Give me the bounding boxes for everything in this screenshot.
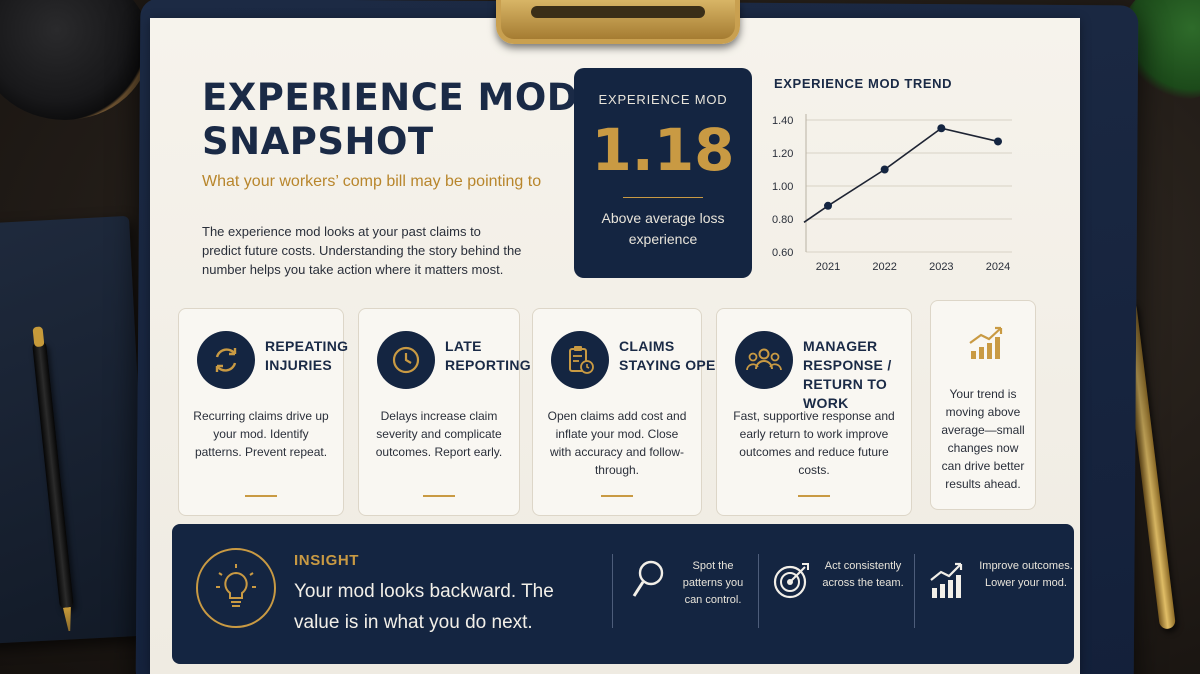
card-title: CLAIMS STAYING OPEN — [619, 338, 727, 373]
page-subtitle: What your workers’ comp bill may be poin… — [202, 173, 542, 190]
card-accent — [601, 495, 633, 497]
card-accent — [423, 495, 455, 497]
trend-chart: 1.40 1.20 1.00 0.80 0.60 2021 2022 2023 2024 — [772, 114, 1012, 273]
clock-icon — [377, 331, 435, 389]
trend-series-line — [803, 127, 999, 223]
coffee-mug — [0, 0, 150, 120]
insight-banner: INSIGHT Your mod looks backward. The val… — [172, 524, 1074, 664]
card-claims-staying-open: CLAIMS STAYING OPEN Open claims add cost… — [532, 308, 726, 516]
insight-item-text: Act consistently across the team. — [822, 560, 904, 589]
insight-divider — [758, 554, 759, 628]
insight-item-act-consistently: Act consistently across the team. — [772, 558, 906, 602]
title-line-2: SNAPSHOT — [202, 120, 434, 163]
notebook — [0, 215, 151, 645]
trend-point — [937, 124, 946, 133]
card-body: Delays increase claim severity and compl… — [375, 409, 503, 459]
mod-description: Above average loss experience — [601, 210, 725, 247]
page-title: EXPERIENCE MOD SNAPSHOT — [202, 76, 592, 164]
y-tick-label: 1.20 — [772, 148, 793, 160]
insight-label: INSIGHT — [294, 552, 360, 569]
mod-label: EXPERIENCE MOD — [598, 92, 728, 107]
bar-chart-up-icon — [967, 323, 1007, 368]
y-tick-label: 0.80 — [772, 214, 793, 226]
x-tick-label: 2022 — [872, 261, 896, 273]
experience-mod-card: EXPERIENCE MOD 1.18 Above average loss e… — [574, 68, 752, 278]
card-repeating-injuries: REPEATING INJURIES Recurring claims driv… — [178, 308, 348, 516]
card-body: Your trend is moving above average—small… — [941, 387, 1025, 491]
card-body: Recurring claims drive up your mod. Iden… — [193, 409, 329, 459]
card-accent — [798, 495, 830, 497]
insight-item-text: Spot the patterns you can control. — [682, 560, 744, 606]
clipboard-clip — [496, 0, 740, 44]
insight-item-spot-patterns: Spot the patterns you can control. — [630, 558, 748, 609]
card-late-reporting: LATE REPORTING Delays increase claim sev… — [358, 308, 531, 516]
y-tick-label: 0.60 — [772, 247, 793, 259]
trend-title: EXPERIENCE MOD TREND — [774, 76, 953, 91]
card-trend-note: Your trend is moving above average—small… — [930, 300, 1036, 510]
factor-cards: REPEATING INJURIES Recurring claims driv… — [178, 300, 1038, 518]
y-tick-label: 1.40 — [772, 115, 793, 127]
card-body: Open claims add cost and inflate your mo… — [547, 409, 687, 477]
card-manager-response: MANAGER RESPONSE / RETURN TO WORK Fast, … — [716, 308, 912, 516]
lightbulb-icon — [196, 548, 276, 628]
growth-chart-icon — [928, 558, 966, 602]
insight-divider — [914, 554, 915, 628]
card-body: Fast, supportive response and early retu… — [733, 409, 895, 477]
trend-point — [994, 137, 1002, 146]
magnifier-icon — [630, 558, 668, 602]
document-sheet: EXPERIENCE MOD SNAPSHOT What your worker… — [150, 18, 1080, 674]
insight-item-text: Improve outcomes. Lower your mod. — [979, 560, 1073, 589]
insight-item-improve-outcomes: Improve outcomes. Lower your mod. — [928, 558, 1076, 602]
mod-divider — [623, 197, 703, 198]
title-line-1: EXPERIENCE MOD — [202, 76, 578, 119]
intro-paragraph: The experience mod looks at your past cl… — [202, 224, 522, 277]
x-tick-label: 2023 — [929, 261, 953, 273]
team-icon — [735, 331, 793, 389]
card-title: LATE REPORTING — [445, 338, 531, 373]
card-accent — [245, 495, 277, 497]
card-title: MANAGER RESPONSE / RETURN TO WORK — [803, 338, 892, 411]
x-tick-label: 2021 — [816, 261, 840, 273]
x-tick-label: 2024 — [986, 261, 1010, 273]
card-title: REPEATING INJURIES — [265, 338, 349, 373]
target-icon — [772, 558, 810, 602]
mod-value: 1.18 — [591, 116, 735, 184]
repeat-arrows-icon — [197, 331, 255, 389]
insight-text: Your mod looks backward. The value is in… — [294, 581, 554, 633]
trend-point — [880, 165, 889, 174]
clipboard-clock-icon — [551, 331, 609, 389]
trend-point — [824, 201, 832, 210]
y-tick-label: 1.00 — [772, 181, 793, 193]
insight-divider — [612, 554, 613, 628]
